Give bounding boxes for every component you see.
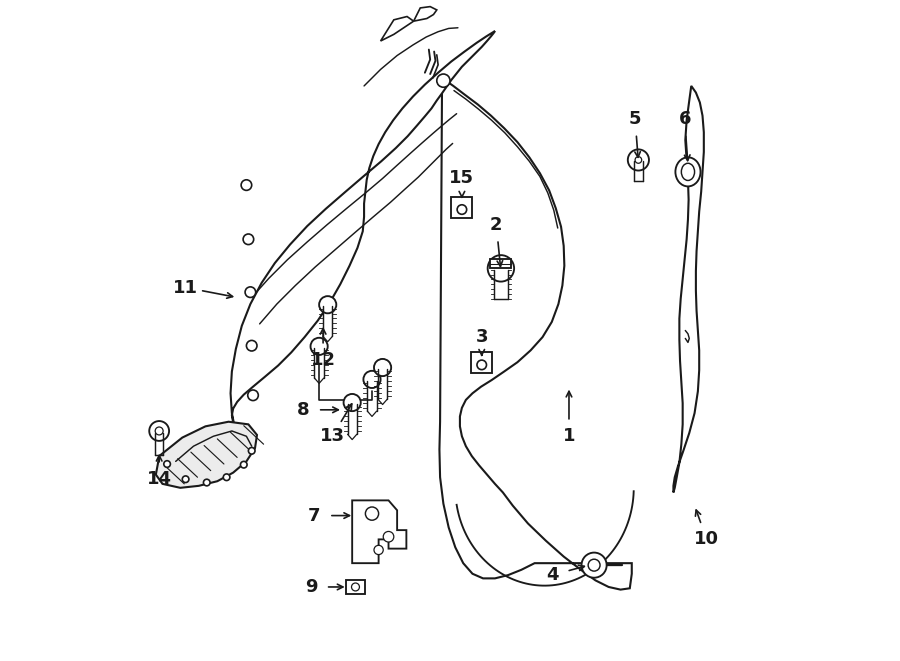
- Circle shape: [183, 476, 189, 483]
- Bar: [472, 352, 492, 373]
- Ellipse shape: [681, 163, 695, 180]
- Text: 10: 10: [694, 529, 719, 548]
- Circle shape: [223, 474, 230, 481]
- Circle shape: [245, 287, 256, 297]
- Circle shape: [365, 507, 379, 520]
- Circle shape: [374, 359, 392, 376]
- Bar: [491, 259, 511, 268]
- Circle shape: [344, 394, 361, 411]
- Polygon shape: [439, 78, 632, 590]
- Circle shape: [247, 340, 257, 351]
- Circle shape: [635, 157, 642, 163]
- Circle shape: [488, 255, 514, 282]
- Polygon shape: [673, 86, 704, 492]
- Text: 9: 9: [305, 578, 318, 596]
- Circle shape: [457, 205, 467, 214]
- Circle shape: [248, 447, 255, 454]
- Circle shape: [436, 74, 450, 87]
- Polygon shape: [230, 31, 495, 430]
- Circle shape: [588, 559, 600, 571]
- Circle shape: [310, 338, 328, 355]
- Text: 4: 4: [546, 566, 559, 584]
- Text: 2: 2: [490, 215, 502, 234]
- Text: 8: 8: [297, 401, 310, 419]
- Text: 6: 6: [679, 110, 691, 128]
- Text: 5: 5: [629, 110, 642, 128]
- Circle shape: [248, 390, 258, 401]
- Circle shape: [203, 479, 210, 486]
- Text: 11: 11: [173, 278, 198, 297]
- Bar: [451, 197, 472, 218]
- Circle shape: [149, 421, 169, 441]
- Circle shape: [320, 296, 337, 313]
- Circle shape: [374, 545, 383, 555]
- Polygon shape: [352, 500, 407, 563]
- Circle shape: [383, 531, 394, 542]
- Circle shape: [240, 461, 248, 468]
- Text: 12: 12: [310, 351, 336, 369]
- Text: 3: 3: [475, 328, 488, 346]
- Text: 1: 1: [562, 427, 575, 446]
- Bar: [346, 580, 364, 594]
- Text: 15: 15: [449, 169, 474, 188]
- Text: 13: 13: [320, 427, 345, 446]
- Circle shape: [628, 149, 649, 171]
- Circle shape: [477, 360, 487, 369]
- Circle shape: [241, 180, 252, 190]
- Polygon shape: [381, 17, 414, 41]
- Polygon shape: [156, 422, 257, 488]
- Circle shape: [164, 461, 170, 467]
- Polygon shape: [414, 7, 436, 21]
- Text: 7: 7: [308, 506, 320, 525]
- Ellipse shape: [675, 157, 700, 186]
- Circle shape: [364, 371, 381, 388]
- Circle shape: [581, 553, 607, 578]
- Text: 14: 14: [147, 470, 172, 488]
- Circle shape: [243, 234, 254, 245]
- Circle shape: [352, 583, 359, 591]
- Circle shape: [155, 427, 163, 435]
